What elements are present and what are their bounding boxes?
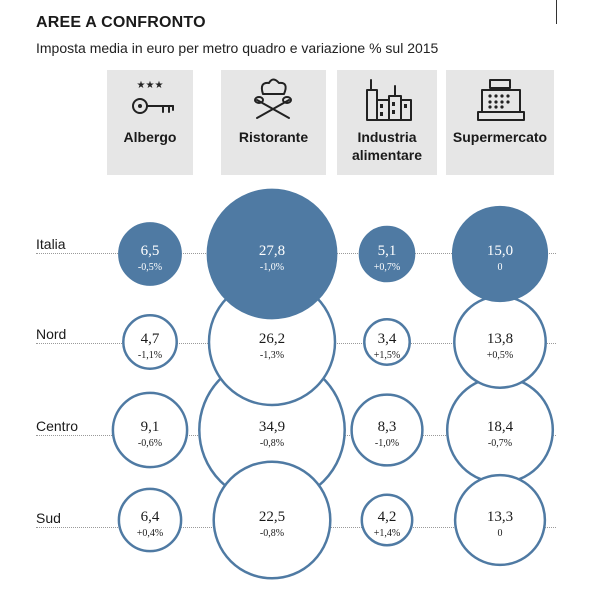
chef-hat-utensils-icon — [254, 78, 292, 119]
bubble-value-label: 3,4 — [378, 331, 397, 347]
bubble-value-label: 15,0 — [487, 243, 513, 259]
bubble-change-label: -0,8% — [260, 528, 284, 539]
bubble-centro-0 — [111, 391, 189, 469]
bubble-value-label: 26,2 — [259, 331, 285, 347]
bubble-sud-1 — [212, 460, 332, 580]
svg-text:★★★: ★★★ — [137, 80, 164, 91]
cash-register-icon — [477, 79, 525, 121]
bubble-nord-0 — [122, 314, 178, 370]
bubble-change-label: +0,4% — [137, 528, 163, 539]
bubble-change-label: -0,5% — [138, 262, 162, 273]
column-label: Ristorante — [238, 129, 309, 145]
bubble-sud-3 — [453, 473, 547, 567]
bubble-value-label: 13,8 — [487, 331, 513, 347]
row-label-italia: Italia — [36, 236, 66, 252]
bubble-change-label: -1,3% — [260, 350, 284, 361]
bubble-nord-2 — [363, 318, 411, 366]
column-header-albergo: ★★★ Albergo — [107, 70, 193, 175]
bubble-change-label: +0,5% — [487, 350, 513, 361]
bubble-value-label: 4,2 — [378, 509, 397, 525]
bubble-change-label: -1,1% — [138, 350, 162, 361]
hotel-key-icon: ★★★ — [132, 80, 174, 114]
bubble-value-label: 4,7 — [141, 331, 160, 347]
bubble-value-label: 27,8 — [259, 243, 285, 259]
bubble-change-label: 0 — [498, 262, 503, 273]
bubble-change-label: -0,7% — [488, 438, 512, 449]
top-rule — [556, 0, 557, 24]
bubble-italia-0 — [118, 222, 182, 286]
column-label: Supermercato — [452, 129, 548, 145]
bubble-value-label: 9,1 — [141, 419, 160, 435]
bubble-value-label: 6,5 — [141, 243, 160, 259]
bubble-change-label: -0,8% — [260, 438, 284, 449]
bubble-value-label: 13,3 — [487, 509, 513, 525]
row-label-sud: Sud — [36, 510, 61, 526]
bubble-centro-2 — [350, 393, 424, 467]
bubble-change-label: -0,6% — [138, 438, 162, 449]
bubble-change-label: -1,0% — [260, 262, 284, 273]
bubble-change-label: +1,5% — [374, 350, 400, 361]
bubble-value-label: 18,4 — [487, 419, 514, 435]
bubble-sud-0 — [117, 487, 183, 553]
bubble-change-label: 0 — [498, 528, 503, 539]
bubble-change-label: -1,0% — [375, 438, 399, 449]
chart-title: AREE A CONFRONTO — [36, 14, 206, 31]
bubble-value-label: 34,9 — [259, 419, 285, 435]
bubble-value-label: 6,4 — [141, 509, 160, 525]
factory-icon — [366, 79, 412, 121]
bubble-change-label: +1,4% — [374, 528, 400, 539]
column-label: Industria alimentare — [351, 129, 423, 163]
bubble-italia-3 — [451, 205, 549, 303]
column-header-ristorante: Ristorante — [221, 70, 326, 175]
bubble-italia-2 — [358, 225, 416, 283]
column-header-supermercato: Supermercato — [446, 70, 554, 175]
row-label-centro: Centro — [36, 418, 79, 434]
column-header-industria-alimentare: Industria alimentare — [337, 70, 437, 175]
row-label-nord: Nord — [36, 326, 67, 342]
bubble-change-label: +0,7% — [374, 262, 400, 273]
chart-subtitle: Imposta media in euro per metro quadro e… — [36, 40, 439, 56]
bubble-italia-1 — [206, 188, 338, 320]
bubble-value-label: 5,1 — [378, 243, 397, 259]
bubble-sud-2 — [360, 493, 414, 547]
column-label: Albergo — [123, 129, 177, 145]
bubble-value-label: 8,3 — [378, 419, 397, 435]
bubble-value-label: 22,5 — [259, 509, 285, 525]
